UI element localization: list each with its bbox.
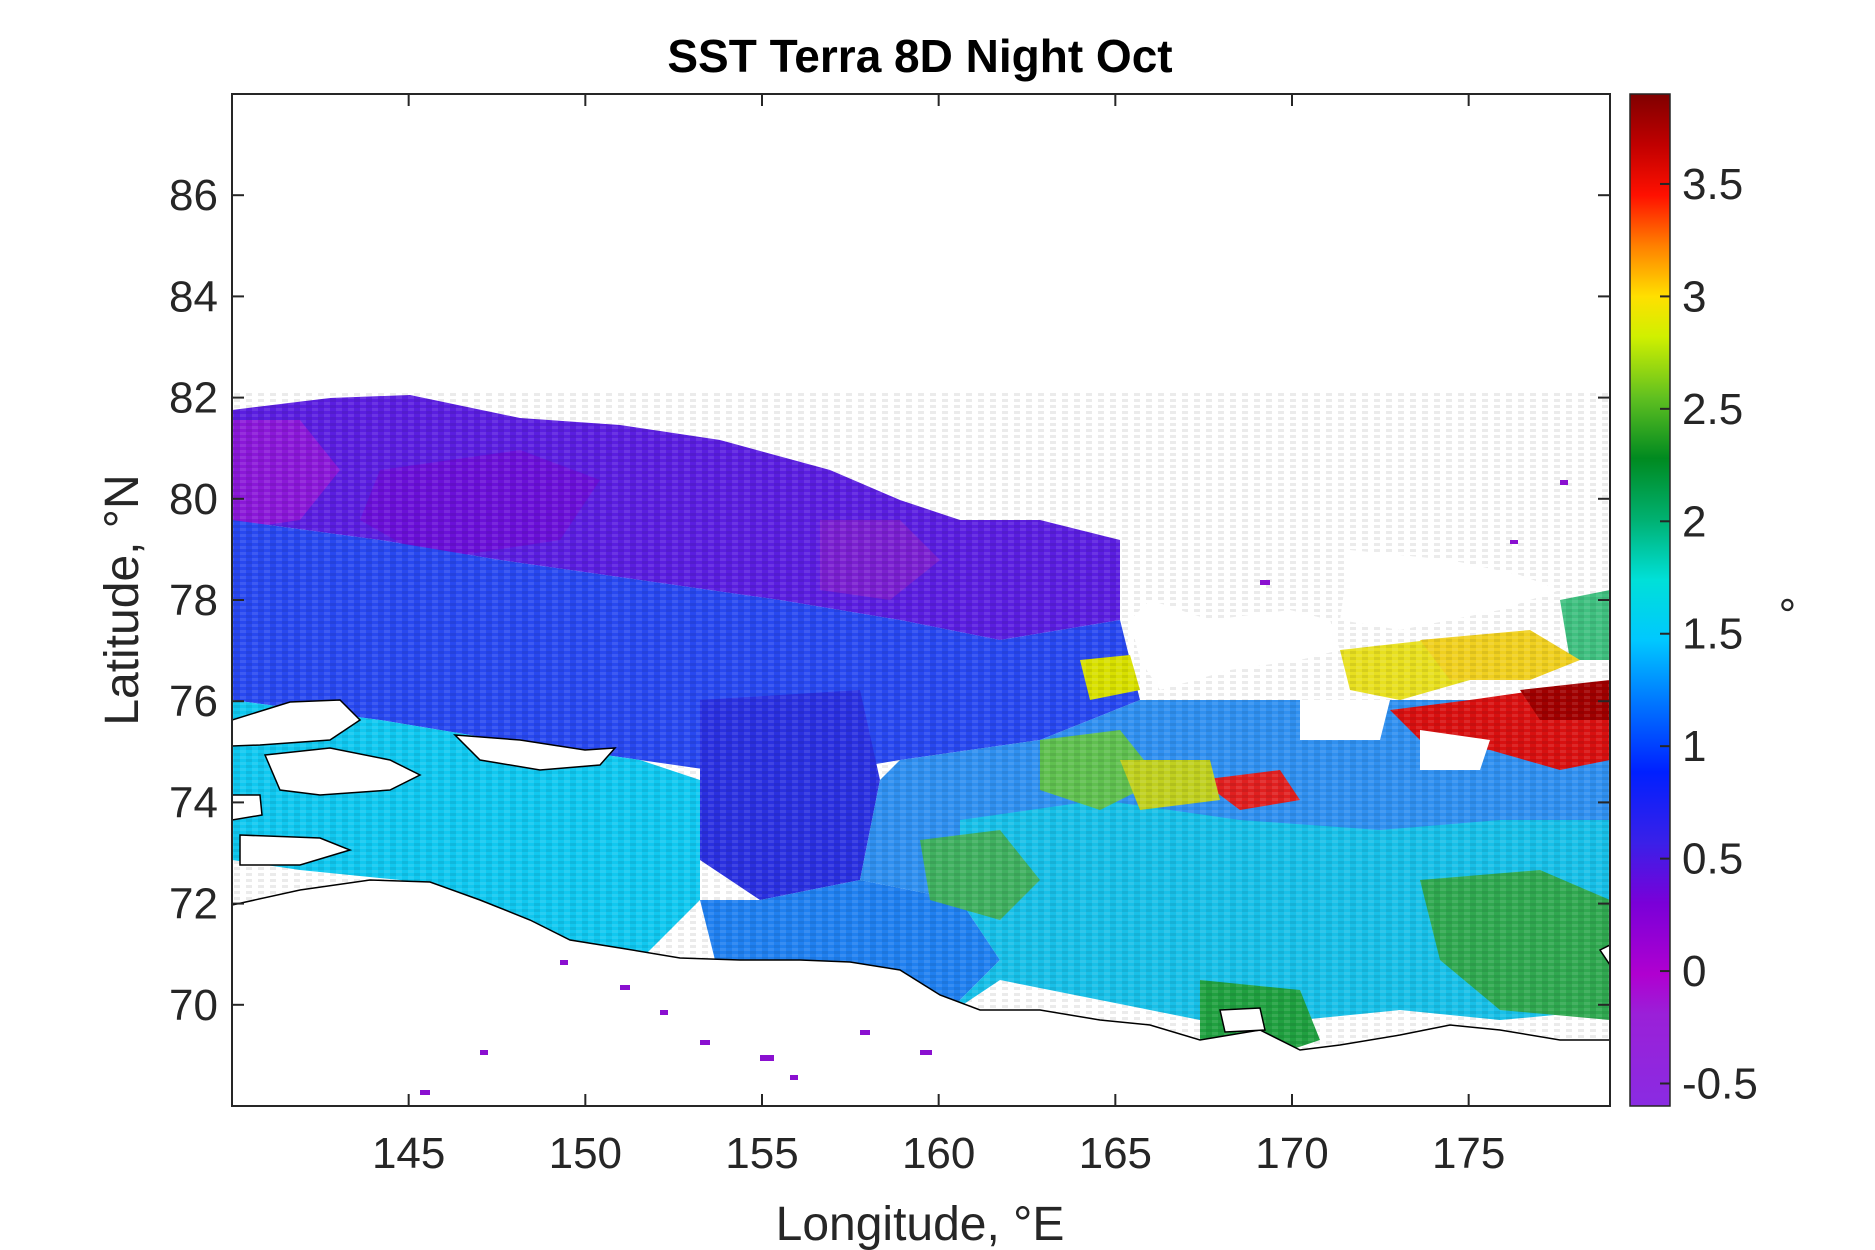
- colorbar-tick-label: 3: [1682, 272, 1706, 321]
- colorbar-tick-label: -0.5: [1682, 1060, 1758, 1109]
- land-mass: [232, 699, 1610, 1106]
- colorbar: -0.5 0 0.5 1 1.5 2 2.5 3 3.5 °: [1629, 93, 1822, 1109]
- colorbar-tick-label: 1: [1682, 722, 1706, 771]
- colorbar-label: °: [1773, 596, 1822, 614]
- x-tick-label: 145: [372, 1129, 445, 1178]
- y-tick-label: 82: [169, 374, 218, 423]
- y-tick-label: 84: [169, 272, 218, 321]
- y-tick-label: 72: [169, 880, 218, 929]
- colorbar-tick-label: 0.5: [1682, 835, 1743, 884]
- x-axis-label: Longitude, °E: [776, 1198, 1065, 1250]
- plot-title: SST Terra 8D Night Oct: [667, 30, 1172, 82]
- x-tick-label: 170: [1255, 1129, 1328, 1178]
- x-tick-label: 155: [725, 1129, 798, 1178]
- x-tick-label: 165: [1079, 1129, 1152, 1178]
- x-tick-label: 175: [1432, 1129, 1505, 1178]
- plot-area: [232, 94, 1610, 1106]
- sparse-observations: [420, 480, 1568, 1095]
- colorbar-gradient: [1629, 93, 1671, 1107]
- x-tick-label: 150: [549, 1129, 622, 1178]
- y-tick-label: 70: [169, 981, 218, 1030]
- colorbar-tick-label: 3.5: [1682, 160, 1743, 209]
- y-tick-label: 86: [169, 171, 218, 220]
- x-axis: 145 150 155 160 165 170 175: [372, 94, 1505, 1178]
- colorbar-ticks: -0.5 0 0.5 1 1.5 2 2.5 3 3.5: [1660, 160, 1758, 1109]
- colorbar-tick-label: 0: [1682, 947, 1706, 996]
- colorbar-tick-label: 1.5: [1682, 610, 1743, 659]
- y-tick-label: 76: [169, 677, 218, 726]
- y-tick-label: 74: [169, 778, 218, 827]
- y-tick-label: 78: [169, 576, 218, 625]
- y-tick-label: 80: [169, 475, 218, 524]
- colorbar-tick-label: 2.5: [1682, 385, 1743, 434]
- x-tick-label: 160: [902, 1129, 975, 1178]
- y-axis: 70 72 74 76 78 80 82 84 86: [169, 171, 1610, 1030]
- colorbar-tick-label: 2: [1682, 497, 1706, 546]
- y-axis-label: Latitude, °N: [96, 474, 149, 725]
